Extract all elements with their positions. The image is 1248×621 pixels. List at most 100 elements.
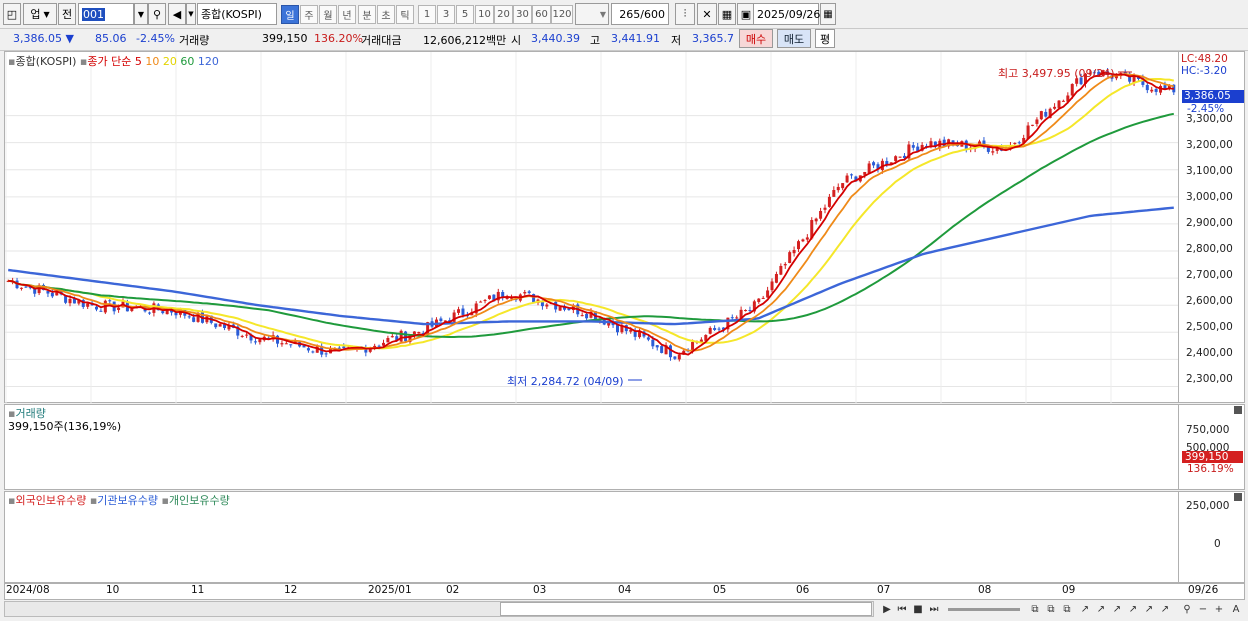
high-label: 고 (590, 34, 601, 47)
candle (474, 303, 478, 314)
candle (161, 311, 165, 314)
legend-foreign: 외국인보유수량 (15, 494, 87, 507)
scroll-thumb[interactable] (500, 602, 872, 616)
candle (770, 281, 774, 291)
stock-name-field: 종합(KOSPI) (197, 3, 277, 25)
interval-30[interactable]: 30 (513, 5, 532, 24)
volume-last-rate: 136.19% (1187, 463, 1234, 475)
candle (417, 331, 421, 333)
close-pane-icon[interactable] (1234, 493, 1242, 501)
zoom-out-icon[interactable]: − (1198, 603, 1208, 615)
low-label: 저 (671, 34, 682, 47)
open-label: 시 (511, 34, 522, 47)
draw-line-icon[interactable]: ↗ (1128, 603, 1138, 615)
interval-120[interactable]: 120 (551, 5, 573, 24)
crosshair-icon[interactable]: ✕ (697, 3, 717, 25)
code-dropdown[interactable]: ▼ (134, 3, 148, 25)
legend-ma10: 10 (145, 55, 160, 68)
period-year[interactable]: 년 (338, 5, 356, 24)
period-month[interactable]: 월 (319, 5, 337, 24)
speaker-icon[interactable]: ◀ (168, 3, 186, 25)
price-change: 85.06 (95, 32, 127, 45)
copy-icon[interactable]: ⧉ (1063, 603, 1071, 615)
legend-ma120: 120 (197, 55, 219, 68)
interval-5[interactable]: 5 (456, 5, 474, 24)
speed-slider[interactable] (948, 608, 1020, 611)
candle (64, 295, 68, 303)
candle (615, 324, 619, 333)
holdings-axis-label: 250,000 (1186, 500, 1230, 512)
holdings-panel[interactable] (4, 491, 1179, 583)
draw-line-icon[interactable]: ↗ (1144, 603, 1154, 615)
candle (443, 320, 447, 322)
zoom-in-icon[interactable]: + (1214, 603, 1224, 615)
candle (1167, 85, 1171, 88)
period-day[interactable]: 일 (281, 5, 299, 24)
candle (708, 327, 712, 334)
candle (496, 291, 500, 301)
interval-10[interactable]: 10 (475, 5, 494, 24)
sell-button[interactable]: 매도 (777, 29, 811, 48)
low-annotation: 최저 2,284.72 (04/09) (507, 375, 624, 388)
period-second[interactable]: 초 (377, 5, 395, 24)
interval-3[interactable]: 3 (437, 5, 455, 24)
price-axis-label: 2,400,00 (1186, 347, 1233, 359)
interval-60[interactable]: 60 (532, 5, 551, 24)
candle (289, 344, 293, 346)
x-axis-label: 08 (978, 584, 992, 596)
period-minute[interactable]: 분 (358, 5, 376, 24)
draw-line-icon[interactable]: ↗ (1112, 603, 1122, 615)
price-axis-label: 2,500,00 (1186, 321, 1233, 333)
play-icon[interactable]: ▶ (883, 603, 891, 615)
candle (395, 336, 399, 341)
close-pane-icon[interactable] (1234, 406, 1242, 414)
candle (1088, 72, 1092, 74)
candle (660, 346, 664, 353)
candle (532, 294, 536, 303)
search-icon[interactable]: ⚲ (148, 3, 166, 25)
calendar-icon[interactable]: ▦ (820, 3, 836, 25)
candle (368, 347, 372, 352)
price-panel[interactable] (4, 51, 1179, 403)
candle (461, 308, 465, 315)
date-input[interactable]: 2025/09/26 (753, 3, 820, 25)
interval-20[interactable]: 20 (494, 5, 513, 24)
fast-forward-icon[interactable]: ⏭ (929, 603, 939, 615)
eval-button[interactable]: 평 (815, 29, 835, 48)
draw-line-icon[interactable]: ↗ (1160, 603, 1170, 615)
search-icon[interactable]: ⚲ (1183, 603, 1191, 615)
interval-1[interactable]: 1 (418, 5, 436, 24)
count-input[interactable]: 265/600 (611, 3, 669, 25)
candle (823, 207, 827, 210)
candle (757, 298, 761, 303)
volume-panel[interactable] (4, 404, 1179, 490)
market-select[interactable]: 업 ▼ (23, 3, 57, 25)
period-week[interactable]: 주 (300, 5, 318, 24)
buy-button[interactable]: 매수 (739, 29, 773, 48)
prev-button[interactable]: 전 (58, 3, 76, 25)
copy-icon[interactable]: ⧉ (1031, 603, 1039, 615)
interval-custom-dropdown[interactable]: ▼ (575, 3, 609, 25)
candle (510, 297, 514, 299)
font-size-icon[interactable]: A (1232, 603, 1240, 615)
candle (748, 310, 752, 312)
candle (1013, 143, 1017, 145)
draw-line-icon[interactable]: ↗ (1080, 603, 1090, 615)
draw-line-icon[interactable]: ↗ (1096, 603, 1106, 615)
candle-style-icon[interactable]: ⫶ (675, 3, 695, 25)
speaker-dropdown[interactable]: ▼ (186, 3, 196, 25)
chart-type-icon[interactable]: ◰ (3, 3, 21, 25)
candle (739, 309, 743, 319)
candle (620, 325, 624, 333)
indicator-icon[interactable]: ▦ (718, 3, 736, 25)
x-axis-label: 03 (533, 584, 547, 596)
rewind-icon[interactable]: ⏮ (897, 603, 907, 615)
low-value: 3,365.7 (692, 32, 734, 45)
period-tick[interactable]: 틱 (396, 5, 414, 24)
code-input[interactable]: 001 (78, 3, 134, 25)
candle (302, 345, 306, 348)
stop-icon[interactable]: ■ (913, 603, 923, 615)
candle (37, 285, 41, 294)
copy-icon[interactable]: ⧉ (1047, 603, 1055, 615)
candle (377, 345, 381, 347)
